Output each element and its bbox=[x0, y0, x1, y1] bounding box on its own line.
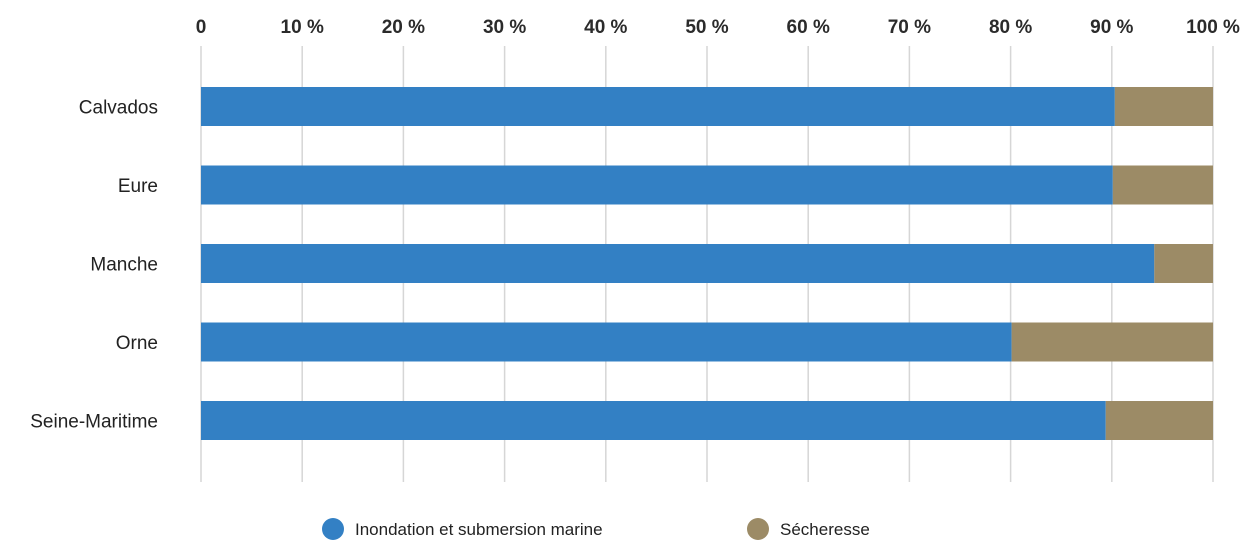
bar-segment-secheresse bbox=[1105, 401, 1213, 440]
x-tick-label: 60 % bbox=[787, 17, 830, 38]
x-tick-label: 0 bbox=[196, 17, 207, 38]
category-label: Orne bbox=[116, 333, 158, 354]
legend: Inondation et submersion marine Sécheress… bbox=[322, 518, 870, 540]
x-tick-label: 10 % bbox=[281, 17, 324, 38]
bar-segment-secheresse bbox=[1114, 87, 1213, 126]
bar-segment-inondation bbox=[201, 87, 1115, 126]
x-tick-label: 90 % bbox=[1090, 17, 1133, 38]
bars bbox=[201, 87, 1213, 440]
legend-label: Sécheresse bbox=[780, 520, 870, 539]
category-label: Calvados bbox=[79, 98, 158, 119]
bar-segment-inondation bbox=[201, 401, 1106, 440]
x-tick-label: 40 % bbox=[584, 17, 627, 38]
bar-segment-secheresse bbox=[1112, 165, 1213, 205]
x-tick-label: 30 % bbox=[483, 17, 526, 38]
x-axis-ticks: 0 10 % 20 % 30 % 40 % 50 % 60 % 70 % 80 % 90 % 100… bbox=[196, 17, 1240, 38]
bar-segment-secheresse bbox=[1154, 244, 1213, 283]
bar-segment-inondation bbox=[201, 322, 1012, 362]
x-tick-label: 100 % bbox=[1186, 17, 1240, 38]
x-tick-label: 80 % bbox=[989, 17, 1032, 38]
bar-segment-inondation bbox=[201, 244, 1155, 283]
category-label: Seine-Maritime bbox=[30, 412, 158, 433]
x-tick-label: 50 % bbox=[685, 17, 728, 38]
category-label: Eure bbox=[118, 176, 158, 197]
legend-swatch bbox=[322, 518, 344, 540]
category-label: Manche bbox=[90, 255, 158, 276]
legend-label: Inondation et submersion marine bbox=[355, 520, 603, 539]
bar-segment-secheresse bbox=[1011, 322, 1213, 362]
bar-segment-inondation bbox=[201, 165, 1113, 205]
legend-swatch bbox=[747, 518, 769, 540]
x-tick-label: 20 % bbox=[382, 17, 425, 38]
x-tick-label: 70 % bbox=[888, 17, 931, 38]
category-labels: Calvados Eure Manche Orne Seine-Maritime bbox=[30, 98, 158, 433]
